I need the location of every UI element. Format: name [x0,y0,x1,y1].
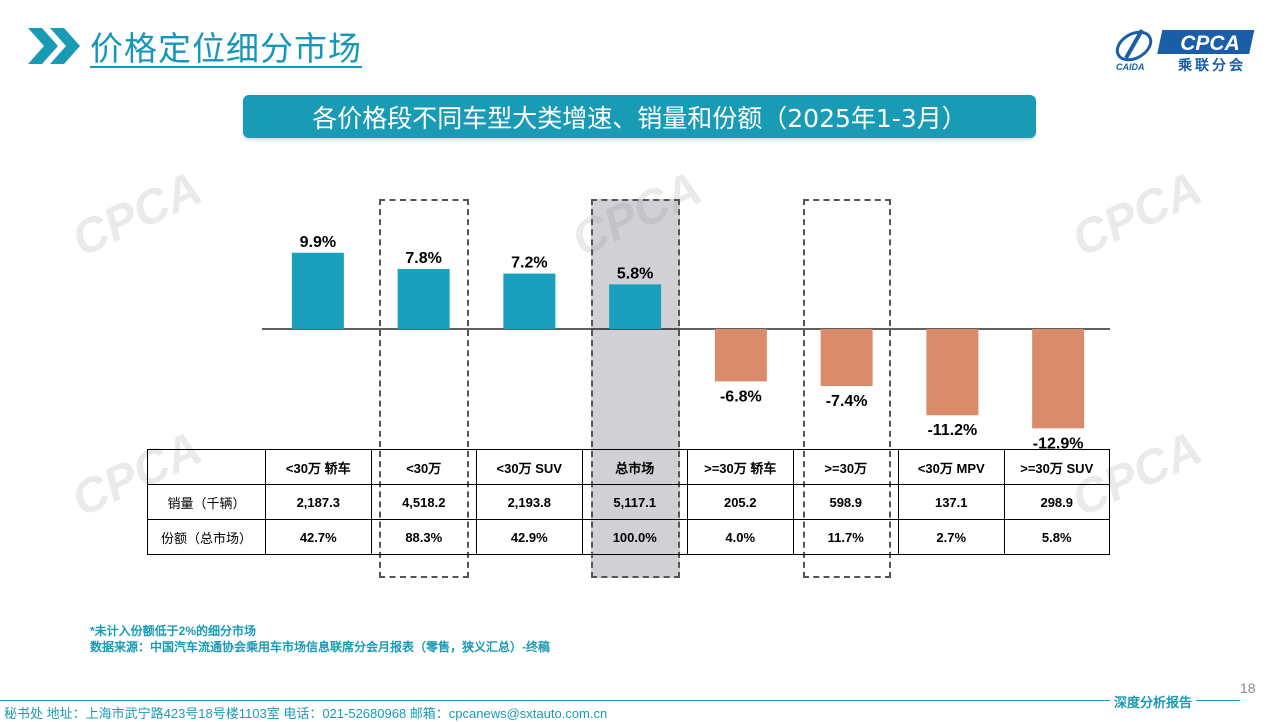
table-header-cell: <30万 [370,449,477,485]
logo-small: CAIDA [1116,62,1145,72]
logo-subtitle: 乘联分会 [1177,57,1246,74]
page-header: 价格定位细分市场 [26,22,362,70]
page-title: 价格定位细分市场 [90,29,362,68]
notes: *未计入份额低于2%的细分市场 数据来源：中国汽车流通协会乘用车市场信息联席分会… [90,623,550,655]
bar-3 [609,284,662,329]
bar-7 [1032,329,1085,429]
table-cell: 4.0% [687,519,794,555]
table-cell: 2,187.3 [265,484,372,520]
highlight-box-lt30 [379,199,469,578]
table-header-cell: >=30万 SUV [1003,449,1110,485]
bar-6 [926,329,979,416]
table-row-label: 销量（千辆） [147,484,266,520]
chevron-right-icon [26,24,84,68]
table-cell: 5,117.1 [581,484,688,520]
table-cell: 137.1 [898,484,1005,520]
bar-value-label: 9.9% [300,234,336,251]
data-source: 数据来源：中国汽车流通协会乘用车市场信息联席分会月报表（零售，狭义汇总）-终稿 [90,640,550,654]
cpca-logo: CPCA 乘联分会 CAIDA [1112,22,1262,74]
bar-5 [820,329,873,386]
bar-value-label: 7.2% [511,255,547,272]
table-cell: 5.8% [1003,519,1110,555]
bar-value-label: 5.8% [617,265,653,282]
bar-1 [397,268,450,329]
table-cell: 100.0% [581,519,688,555]
table-cell: 598.9 [792,484,899,520]
table-header-cell: 总市场 [581,449,688,485]
table-header-cell [147,449,266,485]
table-row-label: 份额（总市场） [147,519,266,555]
footer-divider [0,700,1240,701]
table-cell: 42.7% [265,519,372,555]
table-row-share: 份额（总市场） 42.7% 88.3% 42.9% 100.0% 4.0% 11… [147,519,1110,555]
table-cell: 2,193.8 [476,484,583,520]
bar-value-label: -7.4% [826,393,868,410]
table-header-row: <30万 轿车 <30万 <30万 SUV 总市场 >=30万 轿车 >=30万… [147,449,1110,485]
table-cell: 298.9 [1003,484,1110,520]
bar-value-label: 7.8% [405,250,441,267]
page-number: 18 [1240,680,1256,696]
bar-value-label: -11.2% [927,422,977,439]
bar-value-label: -12.9% [1033,435,1084,452]
bar-value-label: -6.8% [720,388,762,405]
table-cell: 205.2 [687,484,794,520]
bar-0 [291,252,344,329]
data-table: <30万 轿车 <30万 <30万 SUV 总市场 >=30万 轿车 >=30万… [147,449,1110,555]
table-row-sales: 销量（千辆） 2,187.3 4,518.2 2,193.8 5,117.1 2… [147,484,1110,520]
logo-brand: CPCA [1180,32,1240,55]
table-header-cell: <30万 MPV [898,449,1005,485]
table-header-cell: >=30万 轿车 [687,449,794,485]
table-header-cell: >=30万 [792,449,899,485]
highlight-box-ge30 [803,199,891,578]
table-cell: 42.9% [476,519,583,555]
report-type-label: 深度分析报告 [1110,692,1197,711]
footnote: *未计入份额低于2%的细分市场 [90,624,257,638]
bar-2 [503,273,556,329]
table-cell: 88.3% [370,519,477,555]
table-cell: 4,518.2 [370,484,477,520]
footer-contact: 秘书处 地址：上海市武宁路423号18号楼1103室 电话：021-526809… [4,706,608,721]
table-cell: 11.7% [792,519,899,555]
table-header-cell: <30万 SUV [476,449,583,485]
table-header-cell: <30万 轿车 [265,449,372,485]
bar-4 [714,329,767,382]
table-cell: 2.7% [898,519,1005,555]
chart-title-banner: 各价格段不同车型大类增速、销量和份额（2025年1-3月） [243,95,1036,138]
